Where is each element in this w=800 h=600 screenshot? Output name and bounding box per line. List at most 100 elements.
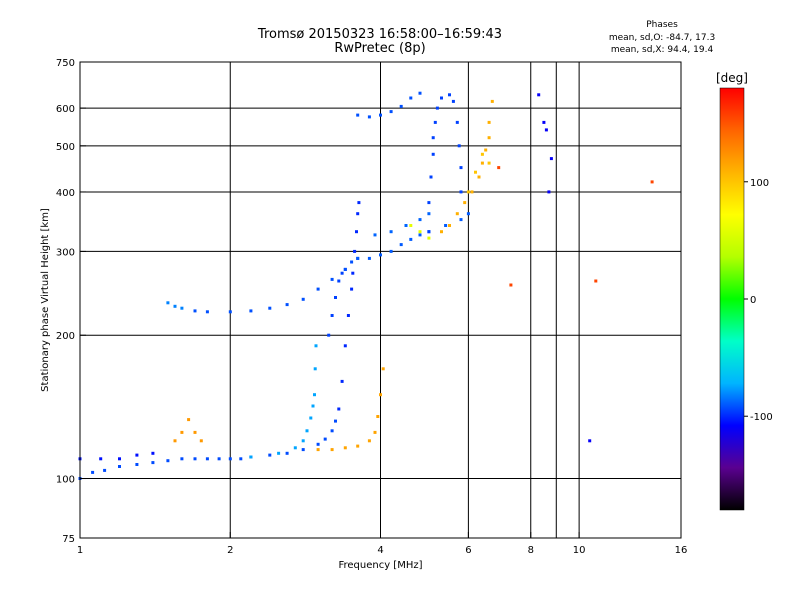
- scatter-point: [440, 230, 443, 234]
- scatter-point: [367, 115, 371, 119]
- scatter-point: [547, 190, 551, 194]
- scatter-point: [330, 429, 334, 433]
- scatter-point: [418, 233, 422, 237]
- scatter-point: [389, 230, 393, 234]
- scatter-point: [418, 91, 422, 95]
- scatter-point: [484, 148, 488, 152]
- scatter-point: [459, 166, 463, 170]
- x-axis-label: Frequency [MHz]: [338, 560, 422, 571]
- scatter-point: [151, 461, 155, 465]
- x-tick-label: 16: [675, 545, 688, 556]
- scatter-point: [91, 470, 95, 474]
- scatter-point: [367, 439, 371, 443]
- scatter-point: [340, 271, 344, 275]
- scatter-point: [431, 152, 435, 156]
- scatter-point: [217, 457, 221, 461]
- scatter-point: [367, 256, 371, 260]
- scatter-point: [118, 457, 121, 461]
- stats-title: Phases: [646, 20, 678, 30]
- colorbar-tick-label: -100: [750, 412, 773, 423]
- scatter-point: [249, 455, 253, 459]
- scatter-point: [457, 144, 461, 148]
- scatter-point: [239, 457, 243, 461]
- scatter-point: [285, 303, 289, 307]
- scatter-point: [334, 296, 337, 299]
- scatter-point: [343, 446, 347, 450]
- stats-x-mode: mean, sd,X: 94.4, 19.4: [610, 45, 714, 55]
- scatter-point: [346, 314, 350, 317]
- scatter-point: [373, 233, 377, 237]
- scatter-point: [351, 271, 355, 275]
- scatter-point: [205, 310, 209, 314]
- scatter-point: [470, 190, 474, 194]
- scatter-point: [173, 439, 177, 443]
- scatter-point: [316, 287, 320, 291]
- scatter-point: [376, 415, 380, 418]
- scatter-point: [166, 459, 170, 463]
- scatter-point: [356, 113, 360, 117]
- colorbar-ticks: -100 0 100: [744, 178, 773, 423]
- scatter-point: [379, 393, 382, 397]
- scatter-point: [433, 120, 437, 124]
- y-tick-label: 400: [56, 188, 75, 199]
- scatter-point: [544, 128, 548, 132]
- scatter-point: [316, 442, 320, 446]
- scatter-point: [509, 283, 513, 287]
- scatter-point: [389, 249, 393, 253]
- scatter-point: [444, 224, 448, 227]
- scatter-point: [180, 306, 184, 310]
- scatter-point: [180, 457, 184, 461]
- scatter-point: [340, 379, 344, 383]
- scatter-point: [301, 448, 305, 452]
- scatter-point: [487, 161, 491, 165]
- scatter-point: [429, 175, 433, 179]
- scatter-point: [448, 224, 451, 227]
- scatter-point: [477, 175, 481, 179]
- scatter-point: [409, 96, 413, 100]
- scatter-point: [268, 453, 272, 457]
- y-tick-label: 750: [56, 58, 75, 69]
- scatter-point: [427, 212, 431, 216]
- scatter-point: [588, 439, 592, 443]
- colorbar-tick-label: 0: [750, 295, 756, 306]
- y-axis-label: Stationary phase Virtual Height [km]: [40, 208, 51, 392]
- x-tick-label: 2: [227, 545, 233, 556]
- scatter-point: [353, 249, 357, 253]
- scatter-point: [549, 157, 553, 161]
- scatter-point: [135, 453, 139, 457]
- colorbar-tick-label: 100: [750, 178, 769, 189]
- scatter-point: [399, 243, 403, 247]
- x-tick-label: 1: [77, 545, 83, 556]
- scatter-point: [389, 110, 393, 114]
- data-points: [78, 91, 654, 480]
- scatter-point: [103, 468, 107, 472]
- scatter-point: [466, 190, 470, 194]
- scatter-point: [309, 416, 313, 420]
- scatter-point: [334, 419, 337, 423]
- scatter-point: [316, 448, 320, 452]
- scatter-point: [199, 439, 203, 443]
- scatter-point: [455, 212, 459, 216]
- scatter-point: [285, 451, 289, 455]
- x-tick-label: 6: [465, 545, 471, 556]
- scatter-point: [301, 439, 305, 443]
- scatter-point: [459, 190, 463, 194]
- scatter-point: [459, 218, 463, 222]
- scatter-point: [193, 457, 197, 461]
- scatter-point: [542, 120, 546, 124]
- scatter-point: [356, 444, 360, 448]
- scatter-point: [480, 152, 484, 156]
- scatter-point: [497, 166, 501, 170]
- scatter-point: [357, 201, 361, 205]
- scatter-point: [313, 393, 316, 397]
- y-tick-label: 300: [56, 247, 75, 258]
- figure-title-line2: RwPretec (8p): [334, 41, 426, 56]
- colorbar: [deg] -100 0 100: [716, 71, 773, 511]
- scatter-point: [537, 93, 541, 97]
- scatter-point: [431, 136, 435, 140]
- scatter-point: [313, 367, 317, 371]
- scatter-point: [379, 253, 382, 257]
- scatter-point: [440, 96, 443, 100]
- scatter-point: [399, 104, 403, 108]
- scatter-point: [228, 310, 232, 314]
